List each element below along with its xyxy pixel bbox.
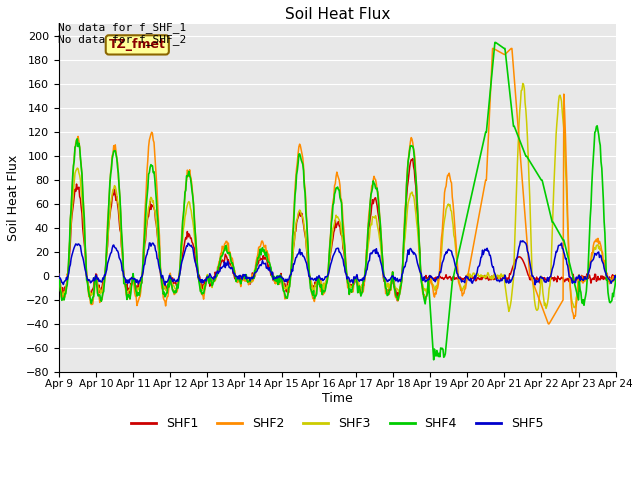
Text: No data for f_SHF_1: No data for f_SHF_1 xyxy=(58,22,186,33)
Title: Soil Heat Flux: Soil Heat Flux xyxy=(285,7,390,22)
Text: No data for f_SHF_2: No data for f_SHF_2 xyxy=(58,34,186,45)
Y-axis label: Soil Heat Flux: Soil Heat Flux xyxy=(7,155,20,241)
Text: TZ_fmet: TZ_fmet xyxy=(109,38,166,51)
X-axis label: Time: Time xyxy=(322,392,353,405)
Legend: SHF1, SHF2, SHF3, SHF4, SHF5: SHF1, SHF2, SHF3, SHF4, SHF5 xyxy=(126,412,548,435)
